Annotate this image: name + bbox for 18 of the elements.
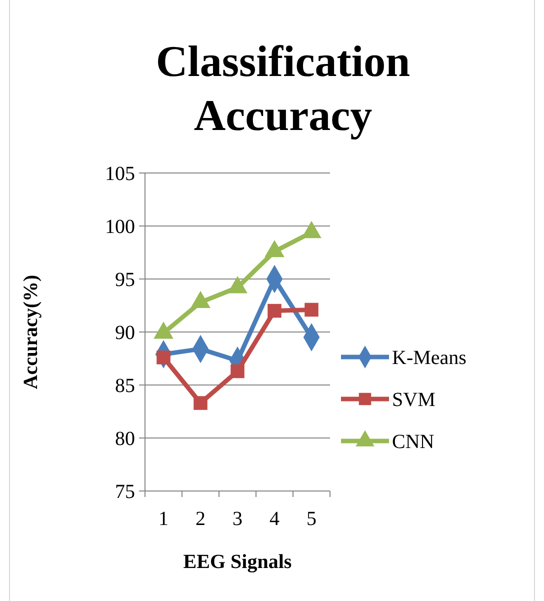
x-axis-title: EEG Signals bbox=[183, 551, 292, 573]
legend-label: CNN bbox=[392, 431, 434, 453]
x-tick-label: 5 bbox=[306, 508, 316, 530]
x-tick-label: 1 bbox=[158, 508, 168, 530]
legend-label: K-Means bbox=[392, 347, 467, 369]
y-tick-label: 90 bbox=[115, 322, 135, 344]
y-tick-label: 105 bbox=[105, 163, 135, 185]
y-tick-label: 75 bbox=[115, 481, 135, 503]
y-tick-label: 85 bbox=[115, 375, 135, 397]
y-axis-title: Accuracy(%) bbox=[20, 274, 42, 390]
chart-title: Classification Accuracy bbox=[156, 37, 410, 140]
x-tick-label: 2 bbox=[196, 508, 206, 530]
x-tick-label: 3 bbox=[232, 508, 242, 530]
legend-label: SVM bbox=[392, 389, 436, 411]
y-tick-label: 95 bbox=[115, 269, 135, 291]
y-tick-label: 100 bbox=[105, 216, 135, 238]
x-tick-label: 4 bbox=[270, 508, 280, 530]
y-tick-label: 80 bbox=[115, 428, 135, 450]
